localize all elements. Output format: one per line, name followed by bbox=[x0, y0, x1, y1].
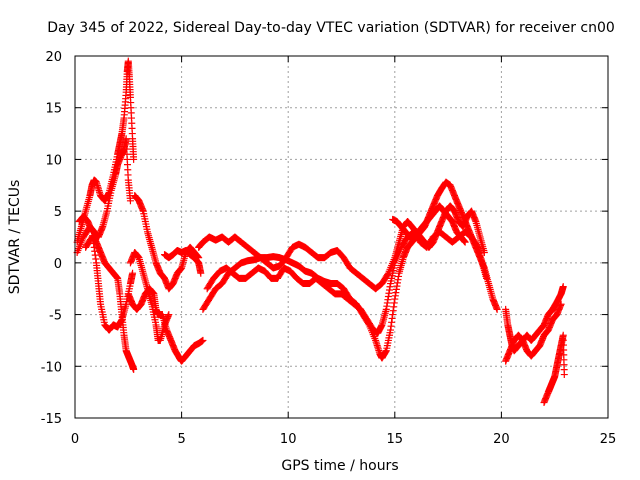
series-track-l bbox=[389, 202, 469, 246]
x-tick-label: 20 bbox=[493, 432, 510, 447]
data-point bbox=[559, 283, 567, 291]
data-point bbox=[461, 238, 469, 246]
plot-frame bbox=[74, 55, 609, 419]
y-tick-label: -15 bbox=[41, 412, 62, 427]
data-point bbox=[165, 311, 173, 319]
x-tick-labels: 0 5 10 15 20 25 bbox=[71, 432, 616, 447]
data-point bbox=[126, 197, 134, 205]
series-track-o bbox=[540, 331, 568, 406]
data-point bbox=[130, 155, 138, 163]
data-point bbox=[557, 300, 565, 308]
data-point bbox=[384, 270, 392, 278]
series-track-k bbox=[203, 228, 490, 337]
data-point bbox=[199, 336, 207, 344]
x-tick-label: 5 bbox=[177, 432, 185, 447]
y-tick-label: -5 bbox=[49, 309, 62, 324]
data-point bbox=[560, 371, 568, 379]
data-point bbox=[493, 305, 501, 313]
series-track-n bbox=[502, 300, 565, 365]
data-points bbox=[73, 57, 568, 406]
series-track-f bbox=[126, 249, 173, 344]
y-tick-labels: -15 -10 -5 0 5 10 15 20 bbox=[41, 50, 62, 427]
x-tick-label: 10 bbox=[280, 432, 297, 447]
series-track-h bbox=[161, 246, 205, 277]
data-point bbox=[129, 269, 137, 277]
grid bbox=[75, 56, 608, 418]
data-point bbox=[197, 269, 205, 277]
y-tick-label: 0 bbox=[54, 257, 62, 272]
data-point bbox=[473, 242, 481, 250]
y-tick-label: -10 bbox=[41, 360, 62, 375]
x-axis-title: GPS time / hours bbox=[281, 458, 398, 474]
y-axis-title: SDTVAR / TECUs bbox=[7, 180, 23, 295]
data-point bbox=[482, 274, 490, 282]
data-point bbox=[130, 365, 138, 373]
x-tick-label: 0 bbox=[71, 432, 79, 447]
x-tick-label: 25 bbox=[600, 432, 617, 447]
y-tick-label: 20 bbox=[45, 50, 62, 65]
x-tick-label: 15 bbox=[387, 432, 404, 447]
series-track-d bbox=[82, 233, 138, 373]
y-tick-label: 10 bbox=[45, 153, 62, 168]
series-track-c bbox=[75, 212, 137, 334]
chart-title: Day 345 of 2022, Sidereal Day-to-day VTE… bbox=[47, 20, 615, 36]
y-tick-label: 15 bbox=[45, 102, 62, 117]
data-point bbox=[480, 249, 488, 257]
y-tick-label: 5 bbox=[54, 205, 62, 220]
